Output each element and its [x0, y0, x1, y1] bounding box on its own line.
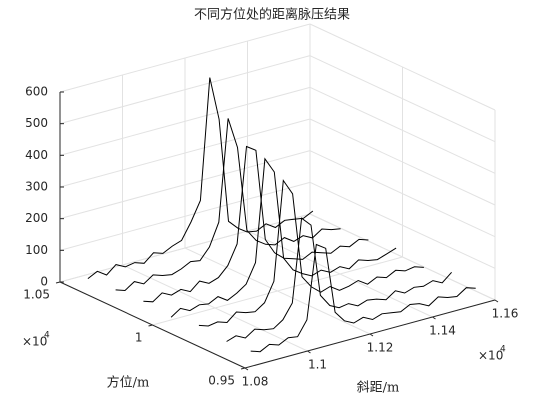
y-tick	[148, 324, 153, 327]
z-tick-label: 200	[25, 211, 48, 225]
y-tick-label: 0.95	[208, 374, 235, 388]
chart-title: 不同方位处的距离脉压结果	[194, 7, 350, 23]
x-tick	[432, 316, 436, 320]
x-tick	[244, 367, 249, 371]
x-multiplier: ×10	[478, 349, 503, 363]
grid-line	[309, 213, 496, 301]
grid-line	[59, 181, 311, 251]
x-tick-label: 1.12	[367, 341, 394, 355]
x-tick-label: 1.1	[308, 358, 327, 372]
x-tick	[494, 299, 499, 303]
trace	[87, 77, 314, 279]
x-multiplier-power: 4	[500, 345, 506, 355]
trace	[250, 243, 476, 353]
grid-line	[309, 150, 496, 238]
grid-line	[309, 55, 496, 143]
trace	[115, 118, 341, 292]
grid-line	[152, 256, 403, 326]
y-tick	[55, 281, 61, 284]
grid-line	[59, 86, 311, 156]
grid-line	[59, 213, 311, 283]
trace	[226, 217, 452, 342]
z-tick-label: 0	[40, 275, 48, 289]
z-tick-label: 300	[25, 180, 48, 194]
y-axis-label: 方位/m	[107, 375, 150, 391]
z-tick-label: 100	[25, 243, 48, 257]
y-tick-label: 1	[135, 331, 143, 345]
trace	[143, 145, 369, 303]
z-tick-label: 600	[25, 85, 48, 99]
grid-line	[309, 23, 496, 111]
trace	[170, 157, 397, 318]
grid-line	[59, 23, 311, 93]
y-tick-label: 1.05	[23, 288, 50, 302]
grid-line	[309, 181, 496, 269]
grid-line	[59, 55, 311, 125]
y-multiplier-power: 4	[44, 331, 50, 341]
x-tick-label: 1.16	[492, 307, 519, 321]
grid-line	[59, 150, 311, 220]
y-tick	[240, 367, 246, 370]
x-axis-label: 斜距/m	[357, 381, 400, 396]
x-tick-label: 1.14	[429, 324, 456, 338]
x-tick-label: 1.08	[242, 375, 269, 389]
grid-line	[309, 118, 496, 206]
grid-line	[59, 118, 311, 188]
y-multiplier: ×10	[22, 335, 47, 349]
z-tick-label: 500	[25, 116, 48, 130]
grid-line	[309, 86, 496, 174]
z-tick-label: 400	[25, 148, 48, 162]
x-tick	[307, 350, 311, 354]
x-tick	[369, 333, 374, 337]
